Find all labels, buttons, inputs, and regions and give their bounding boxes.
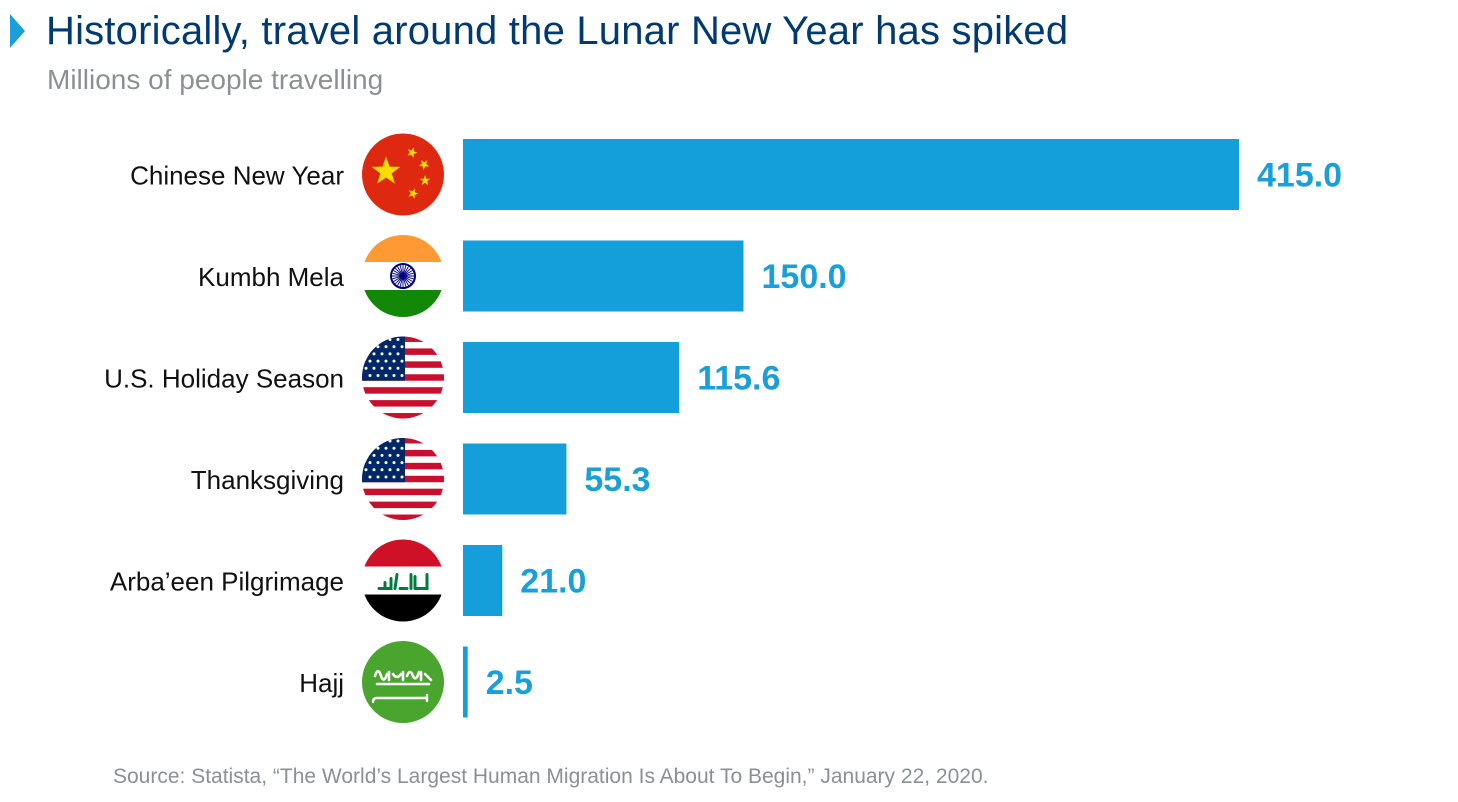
category-label: Chinese New Year	[130, 161, 344, 191]
china-flag-icon	[362, 133, 444, 216]
category-label: Thanksgiving	[191, 465, 344, 495]
iraq-flag-icon	[362, 539, 444, 622]
value-label: 415.0	[1257, 157, 1342, 195]
script-icon	[373, 669, 433, 686]
value-label: 150.0	[762, 258, 847, 296]
value-label: 2.5	[486, 664, 533, 702]
chart-subtitle: Millions of people travelling	[47, 64, 384, 95]
small-star-icon	[418, 159, 430, 170]
sword-icon	[371, 693, 429, 704]
title-marker-icon	[10, 14, 25, 48]
bar	[463, 240, 744, 312]
usa-flag-icon	[362, 336, 444, 419]
usa-flag-icon	[362, 438, 444, 520]
small-star-icon	[408, 188, 419, 199]
bar	[463, 139, 1239, 210]
bar	[463, 342, 680, 413]
category-label: Hajj	[299, 668, 344, 698]
value-label: 55.3	[584, 461, 650, 499]
script-icon	[377, 573, 429, 590]
value-label: 115.6	[697, 360, 780, 398]
saudi-arabia-flag-icon	[362, 641, 444, 723]
category-label: U.S. Holiday Season	[104, 364, 344, 394]
india-flag-icon	[362, 235, 444, 317]
bar	[463, 545, 503, 616]
small-star-icon	[407, 147, 418, 158]
value-label: 21.0	[520, 563, 586, 601]
small-star-icon	[419, 175, 431, 185]
category-label: Arba’een Pilgrimage	[110, 567, 344, 597]
category-label: Kumbh Mela	[198, 262, 344, 292]
source-note: Source: Statista, “The World’s Largest H…	[113, 765, 989, 788]
bar	[463, 443, 567, 515]
bar	[463, 646, 468, 718]
big-star-icon	[371, 156, 401, 184]
chart-title: Historically, travel around the Lunar Ne…	[46, 9, 1069, 53]
